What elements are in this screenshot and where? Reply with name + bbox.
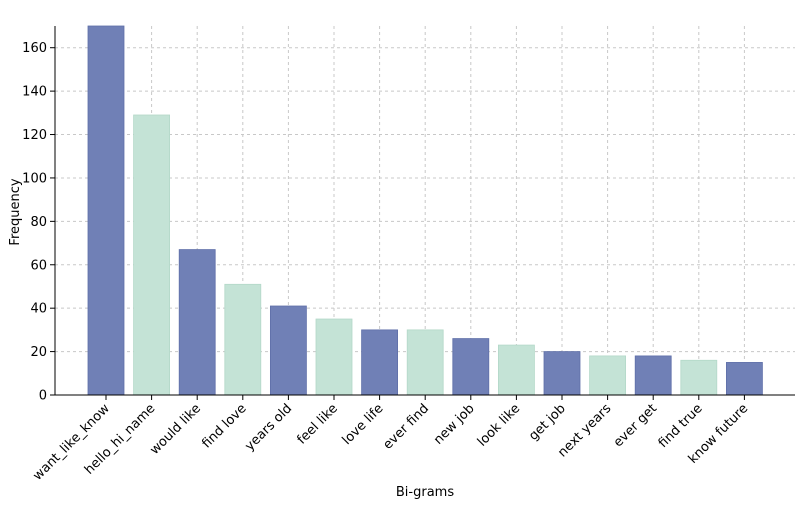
x-tick-label: love life (340, 401, 387, 448)
y-tick-label: 160 (22, 41, 47, 56)
y-tick-labels: 0 20 40 60 80 100 120 140 160 (22, 41, 55, 404)
y-tick-label: 20 (30, 345, 47, 360)
x-tick-label: look like (475, 401, 523, 449)
bar (497, 344, 535, 396)
y-tick-label: 100 (22, 171, 47, 186)
y-tick-label: 140 (22, 85, 47, 100)
bar (452, 338, 490, 396)
y-tick-label: 80 (30, 215, 47, 230)
bar (87, 25, 125, 396)
bar (543, 351, 581, 396)
x-tick-label: ever get (611, 401, 660, 450)
bar (680, 359, 718, 396)
x-axis-title: Bi-grams (396, 485, 454, 500)
y-tick-label: 60 (30, 258, 47, 273)
bar (315, 318, 353, 396)
bar (589, 355, 626, 396)
bar (406, 329, 444, 396)
x-tick-label: get job (526, 401, 569, 444)
bar (224, 283, 262, 396)
x-tick-label: ever find (381, 401, 433, 453)
x-tick-label: new job (431, 401, 478, 448)
x-tick-label: years old (242, 401, 295, 454)
y-tick-label: 0 (39, 389, 47, 404)
bar (269, 305, 307, 396)
bar (178, 249, 216, 396)
bar (361, 329, 399, 396)
bar (726, 362, 763, 396)
bar (133, 114, 171, 396)
x-tick-label: want_like_know (30, 401, 113, 484)
y-tick-label: 40 (30, 302, 47, 317)
y-axis-title: Frequency (8, 178, 23, 245)
y-tick-label: 120 (22, 128, 47, 143)
bar (634, 355, 672, 396)
x-tick-label: feel like (294, 401, 340, 447)
